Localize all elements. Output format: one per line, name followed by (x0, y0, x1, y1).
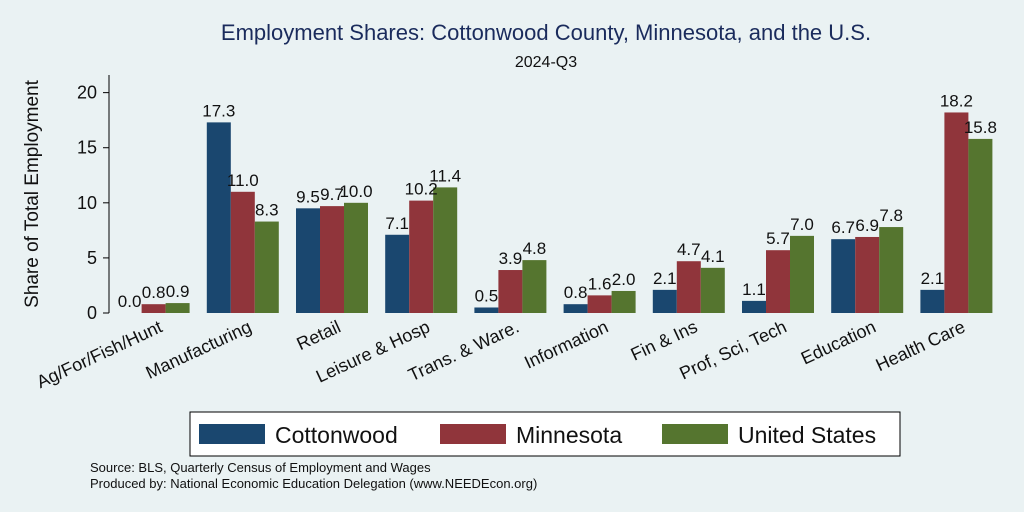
data-label: 0.8 (564, 283, 588, 302)
legend-swatch (199, 424, 265, 444)
x-tick-label: Fin & Ins (628, 316, 701, 364)
bar (385, 234, 410, 313)
data-labels: 0.0 0.8 0.917.311.08.39.5 9.710.07.110.211.… (118, 91, 997, 311)
legend-swatch (440, 424, 506, 444)
bar (344, 202, 368, 313)
data-label: 0.5 (475, 286, 499, 305)
data-label: 11.0 (227, 171, 259, 190)
data-label: 8.3 (255, 201, 279, 220)
legend-label: Minnesota (516, 422, 622, 448)
bar (474, 307, 499, 313)
bar (855, 236, 880, 313)
bar (944, 112, 969, 314)
bar (790, 235, 814, 313)
bar (296, 208, 320, 313)
data-label: 9.7 (320, 185, 344, 204)
bars (141, 112, 993, 314)
data-label: 18.2 (940, 91, 973, 110)
chart-title: Employment Shares: Cottonwood County, Mi… (221, 20, 871, 45)
bar (254, 221, 279, 313)
y-tick-label: 20 (77, 83, 97, 103)
data-label: 17.3 (202, 101, 235, 120)
bar (676, 261, 701, 313)
data-label: 7.0 (790, 215, 814, 234)
chart-subtitle: 2024-Q3 (515, 54, 577, 71)
bar (831, 239, 856, 313)
bar (700, 267, 725, 313)
x-tick-label: Information (521, 316, 611, 372)
data-label: 0.9 (166, 282, 190, 301)
bar (611, 290, 636, 313)
legend-label: United States (738, 422, 876, 448)
bar (320, 206, 344, 313)
bar (766, 250, 790, 313)
bar (587, 295, 612, 313)
legend-label: Cottonwood (275, 422, 398, 448)
data-label: 0.0 (118, 292, 142, 311)
data-label: 3.9 (499, 249, 523, 268)
data-label: 10.0 (339, 182, 372, 201)
legend-box (189, 411, 901, 457)
data-label: 7.1 (385, 214, 409, 233)
y-tick-label: 5 (87, 248, 97, 268)
data-label: 2.0 (612, 270, 636, 289)
data-label: 2.1 (653, 269, 677, 288)
legend-swatch (662, 424, 728, 444)
x-tick-label: Health Care (873, 316, 969, 375)
bar (652, 289, 677, 313)
bar (141, 304, 166, 313)
data-label: 4.7 (677, 240, 701, 259)
bar (920, 289, 945, 313)
source-line-2: Produced by: National Economic Education… (90, 476, 537, 491)
data-label: 11.4 (429, 166, 461, 185)
data-label: 2.1 (921, 269, 945, 288)
source-line-1: Source: BLS, Quarterly Census of Employm… (90, 460, 431, 475)
bar (522, 260, 547, 313)
x-tick-label: Retail (294, 316, 344, 354)
bar (498, 270, 523, 313)
data-label: 6.7 (831, 218, 855, 237)
data-label: 1.6 (588, 274, 612, 293)
x-tick-label: Ag/For/Fish/Hunt (34, 316, 166, 392)
data-label: 9.5 (296, 187, 320, 206)
x-tick-label: Education (798, 316, 879, 368)
data-label: 5.7 (766, 229, 790, 248)
bar (409, 200, 434, 313)
y-tick-label: 10 (77, 193, 97, 213)
data-label: 15.8 (964, 118, 997, 137)
data-label: 7.8 (879, 206, 903, 225)
data-label: 4.1 (701, 247, 725, 266)
bar (563, 304, 588, 313)
bar (165, 303, 190, 313)
data-label: 10.2 (405, 180, 438, 199)
axes: 0 5 10 15 20 (77, 75, 110, 323)
bar (742, 300, 766, 313)
y-tick-label: 0 (87, 303, 97, 323)
data-label: 6.9 (855, 216, 879, 235)
bar (230, 191, 255, 313)
bar (433, 187, 458, 313)
data-label: 0.8 (142, 283, 166, 302)
data-label: 1.1 (742, 280, 766, 299)
y-axis-label: Share of Total Employment (22, 79, 43, 307)
bar (879, 227, 904, 313)
y-tick-label: 15 (77, 138, 97, 158)
bar (206, 122, 231, 313)
data-label: 4.8 (523, 239, 547, 258)
legend: Cottonwood Minnesota United States (189, 411, 901, 457)
bar (968, 138, 993, 313)
